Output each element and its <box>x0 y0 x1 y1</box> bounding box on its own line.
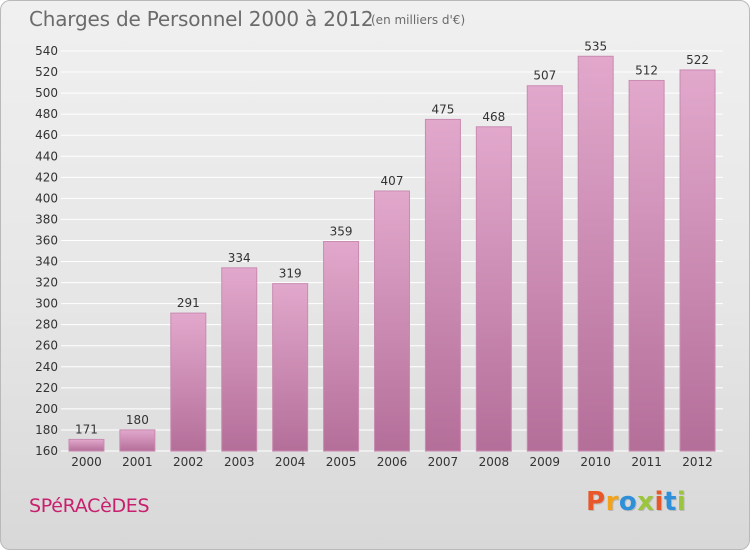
data-label: 171 <box>75 422 98 436</box>
y-tick-label: 420 <box>35 170 58 184</box>
y-axis-ticks: 160 180 200 220 240 260 280 300 320 340 360 380 400 4… <box>35 44 58 458</box>
y-tick-label: 440 <box>35 149 58 163</box>
bar <box>323 241 360 452</box>
data-label: 180 <box>126 413 149 427</box>
y-tick-label: 400 <box>35 191 58 205</box>
y-tick-label: 240 <box>35 360 58 374</box>
x-tick-label: 2003 <box>224 455 255 469</box>
logo-letter: o <box>618 487 638 517</box>
bar <box>424 118 461 452</box>
data-label: 475 <box>431 102 454 116</box>
chart-subtitle: (en milliers d'€) <box>371 13 466 27</box>
y-tick-label: 460 <box>35 128 58 142</box>
x-tick-label: 2012 <box>682 455 713 469</box>
x-tick-label: 2004 <box>275 455 306 469</box>
y-tick-label: 300 <box>35 297 58 311</box>
bar <box>577 55 614 452</box>
data-label: 291 <box>177 296 200 310</box>
y-tick-label: 200 <box>35 402 58 416</box>
y-tick-label: 280 <box>35 318 58 332</box>
bar <box>628 79 665 452</box>
data-labels: 171 180 291 334 319 359 407 475 468 507 535 512 522 <box>75 39 709 436</box>
y-tick-label: 260 <box>35 339 58 353</box>
x-tick-label: 2005 <box>326 455 357 469</box>
x-tick-label: 2010 <box>580 455 611 469</box>
x-tick-label: 2001 <box>122 455 153 469</box>
data-label: 522 <box>686 53 709 67</box>
bar <box>475 126 512 452</box>
logo-letter: x <box>637 487 655 517</box>
logo-letter: t <box>663 487 677 517</box>
y-tick-label: 520 <box>35 65 58 79</box>
bars <box>68 55 716 452</box>
y-tick-label: 340 <box>35 255 58 269</box>
chart-title: Charges de Personnel 2000 à 2012 <box>29 7 374 31</box>
bar <box>68 438 105 452</box>
proxiti-logo[interactable]: Proxiti <box>586 487 686 517</box>
x-tick-label: 2006 <box>377 455 408 469</box>
data-label: 512 <box>635 63 658 77</box>
x-tick-label: 2011 <box>631 455 662 469</box>
logo-letter: i <box>654 487 664 517</box>
bar <box>679 69 716 452</box>
data-label: 319 <box>279 267 302 281</box>
x-tick-label: 2007 <box>428 455 459 469</box>
y-tick-label: 320 <box>35 276 58 290</box>
bar <box>272 283 309 452</box>
x-tick-label: 2008 <box>479 455 510 469</box>
data-label: 334 <box>228 251 251 265</box>
x-tick-label: 2009 <box>529 455 560 469</box>
y-tick-label: 160 <box>35 444 58 458</box>
y-tick-label: 540 <box>35 44 58 58</box>
data-label: 507 <box>533 69 556 83</box>
y-tick-label: 380 <box>35 212 58 226</box>
logo-letter: r <box>605 487 619 517</box>
bar <box>374 190 410 452</box>
x-axis-ticks: 2000 2001 2002 2003 2004 2005 2006 2007 2008 2009… <box>71 455 713 469</box>
logo-letter: P <box>586 487 606 517</box>
y-tick-label: 480 <box>35 107 58 121</box>
bar <box>170 312 207 452</box>
y-tick-label: 360 <box>35 233 58 247</box>
y-tick-label: 180 <box>35 423 58 437</box>
bar <box>221 267 258 452</box>
x-tick-label: 2002 <box>173 455 204 469</box>
logo-letter: i <box>676 487 687 517</box>
y-tick-label: 220 <box>35 381 58 395</box>
data-label: 407 <box>381 174 404 188</box>
data-label: 535 <box>584 39 607 53</box>
y-tick-label: 500 <box>35 86 58 100</box>
data-label: 468 <box>482 110 505 124</box>
bar <box>119 429 156 452</box>
commune-name: SPéRACèDES <box>29 495 150 517</box>
data-label: 359 <box>330 225 353 239</box>
x-tick-label: 2000 <box>71 455 102 469</box>
bar <box>526 85 563 452</box>
